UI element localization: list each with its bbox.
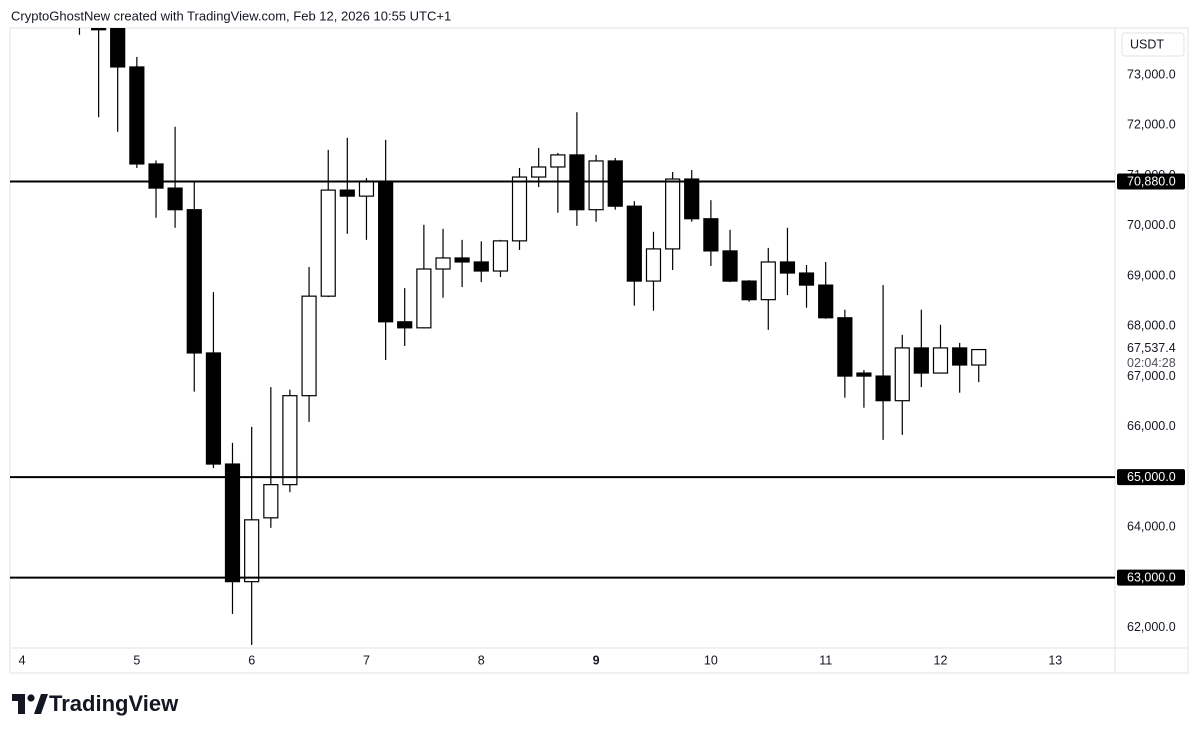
candle-body [645, 248, 662, 282]
x-tick-label: 11 [819, 653, 832, 667]
candle-body [282, 395, 298, 486]
candle-body [301, 295, 317, 397]
currency-label: USDT [1130, 37, 1164, 51]
y-tick-label: 70,000.0 [1127, 218, 1176, 232]
pane-border [9, 27, 1189, 674]
candle-body [339, 189, 355, 197]
candle-body [416, 268, 432, 329]
y-tick-label: 62,000.0 [1127, 620, 1176, 634]
candle-body [837, 317, 853, 377]
candle-body [511, 176, 528, 242]
candle-body [454, 257, 470, 263]
candle-body [722, 250, 738, 282]
level-label: 65,000.0 [1127, 470, 1176, 484]
candle-body [684, 178, 700, 220]
level-label-box [1117, 569, 1185, 586]
last-price-label: 67,537.4 [1127, 341, 1176, 355]
candle-body [358, 180, 375, 197]
plot-area [78, 28, 987, 645]
candle-body [492, 240, 509, 272]
header-text: CryptoGhostNew created with TradingView.… [11, 8, 451, 23]
y-tick-label: 66,000.0 [1127, 419, 1176, 433]
candle-body [875, 375, 891, 402]
x-tick-label: 9 [593, 653, 600, 667]
candle-body [665, 178, 681, 250]
candle-body [110, 28, 126, 68]
candle-body [550, 154, 566, 168]
level-label: 63,000.0 [1127, 570, 1176, 584]
candle-body [588, 160, 604, 211]
candle-body [913, 347, 929, 374]
candle-body [798, 272, 815, 286]
candle-body [818, 284, 834, 319]
candle-body [397, 321, 413, 329]
brand-logo [12, 694, 48, 714]
level-label: 70,880.0 [1127, 174, 1176, 188]
candle-body [971, 348, 987, 366]
x-tick-label: 12 [934, 653, 948, 667]
candle-body [205, 352, 222, 465]
candle-body [224, 463, 241, 583]
y-tick-label: 73,000.0 [1127, 67, 1176, 81]
candle-body [741, 280, 757, 301]
candle-body [607, 160, 623, 207]
y-tick-label: 68,000.0 [1127, 319, 1176, 333]
candle-body [760, 261, 776, 301]
currency-box[interactable] [1121, 32, 1185, 57]
candle-body [703, 218, 719, 252]
x-tick-label: 13 [1048, 653, 1062, 667]
countdown-label: 02:04:28 [1127, 356, 1176, 370]
x-tick-label: 6 [248, 653, 255, 667]
candle-body [263, 484, 279, 519]
candle-body [779, 261, 796, 274]
y-tick-label: 67,000.0 [1127, 369, 1176, 383]
x-tick-label: 4 [19, 653, 26, 667]
x-tick-label: 5 [133, 653, 140, 667]
candle-body [186, 209, 202, 354]
level-label-box [1117, 469, 1185, 486]
candle-body [952, 347, 968, 366]
candle-body [91, 28, 107, 31]
y-tick-label: 69,000.0 [1127, 268, 1176, 282]
y-tick-label: 72,000.0 [1127, 118, 1176, 132]
x-tick-label: 8 [478, 653, 485, 667]
y-tick-label: 64,000.0 [1127, 520, 1176, 534]
x-tick-label: 10 [704, 653, 718, 667]
candle-body [244, 519, 260, 583]
candle-body [148, 163, 164, 189]
candle-body [129, 66, 145, 165]
brand-name: TradingView [49, 691, 179, 716]
candle-body [378, 180, 394, 323]
candle-body [932, 347, 949, 374]
candle-body [626, 205, 642, 282]
level-label-box [1117, 173, 1185, 190]
x-tick-label: 7 [363, 653, 370, 667]
candle-body [435, 257, 451, 270]
candle-body [856, 372, 872, 377]
candle-body [894, 347, 910, 402]
candle-body [473, 261, 489, 272]
candle-body [531, 166, 547, 178]
candle-body [320, 189, 336, 297]
candle-body [167, 187, 183, 211]
